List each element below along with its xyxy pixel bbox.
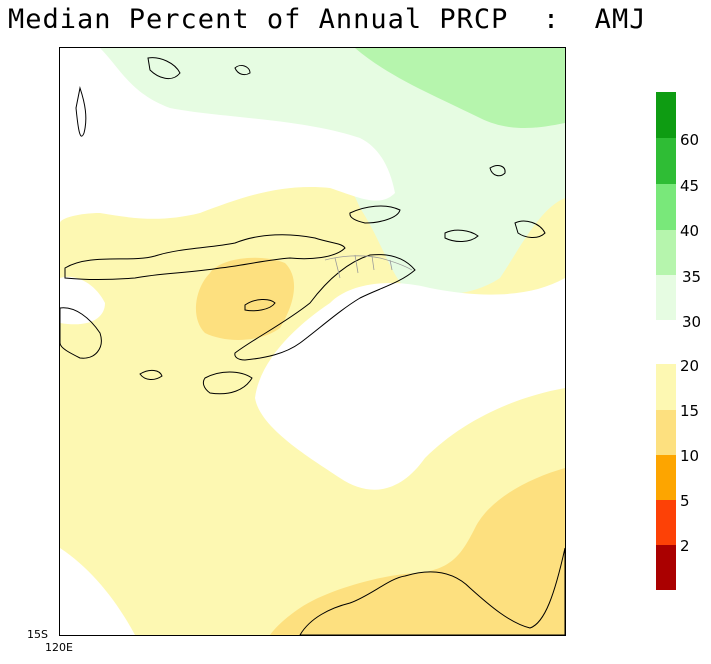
island-timor (234, 254, 416, 361)
island-sulawesi (75, 86, 87, 137)
legend-label-30: 30 (682, 313, 702, 331)
region-white-bottom-left (60, 548, 135, 635)
legend-label-20: 20 (680, 357, 700, 375)
legend-swatch-10 (656, 455, 676, 500)
legend-label-45: 45 (680, 177, 700, 195)
legend-swatch-2 (656, 545, 676, 590)
island-banda (234, 65, 251, 76)
longitude-label: 120E (45, 641, 73, 654)
region-light-green (355, 48, 565, 128)
island-wetar (349, 205, 401, 224)
map-canvas (60, 48, 565, 635)
island-tanimbar (514, 220, 546, 238)
region-mid-yellow-center (195, 257, 295, 340)
precipitation-map (59, 47, 566, 636)
region-pale-green (60, 48, 565, 295)
legend-swatch-20 (656, 364, 676, 410)
legend-label-10: 10 (680, 447, 700, 465)
legend-swatch-5 (656, 500, 676, 545)
legend-swatch-40 (656, 184, 676, 230)
island-savu (139, 369, 163, 380)
legend-swatch-30 (656, 275, 676, 320)
legend-label-5: 5 (680, 492, 690, 510)
coast-australia (299, 547, 565, 635)
legend-label-60: 60 (680, 131, 700, 149)
region-white-left (60, 276, 105, 325)
island-flores (64, 234, 346, 280)
legend-label-40: 40 (680, 222, 700, 240)
island-buton (147, 57, 181, 80)
legend-swatch-15 (656, 410, 676, 455)
legend-label-35: 35 (682, 268, 702, 286)
region-white-center (255, 278, 565, 490)
island-babar (489, 165, 506, 177)
island-alor (202, 371, 253, 395)
region-mid-yellow-bottom (270, 468, 565, 635)
district-borders (324, 254, 413, 279)
coastlines (60, 57, 565, 635)
legend-label-2: 2 (680, 537, 690, 555)
legend-swatch-35 (656, 230, 676, 275)
island-sumba (60, 307, 102, 359)
map-title: Median Percent of Annual PRCP : AMJ (8, 4, 647, 35)
legend-swatch-45 (656, 138, 676, 184)
latitude-label: 15S (27, 628, 48, 641)
region-white-upper (60, 48, 395, 223)
island-rote (244, 299, 276, 312)
legend-label-15: 15 (680, 402, 700, 420)
island-kai (444, 229, 479, 242)
legend-swatch-60 (656, 92, 676, 138)
